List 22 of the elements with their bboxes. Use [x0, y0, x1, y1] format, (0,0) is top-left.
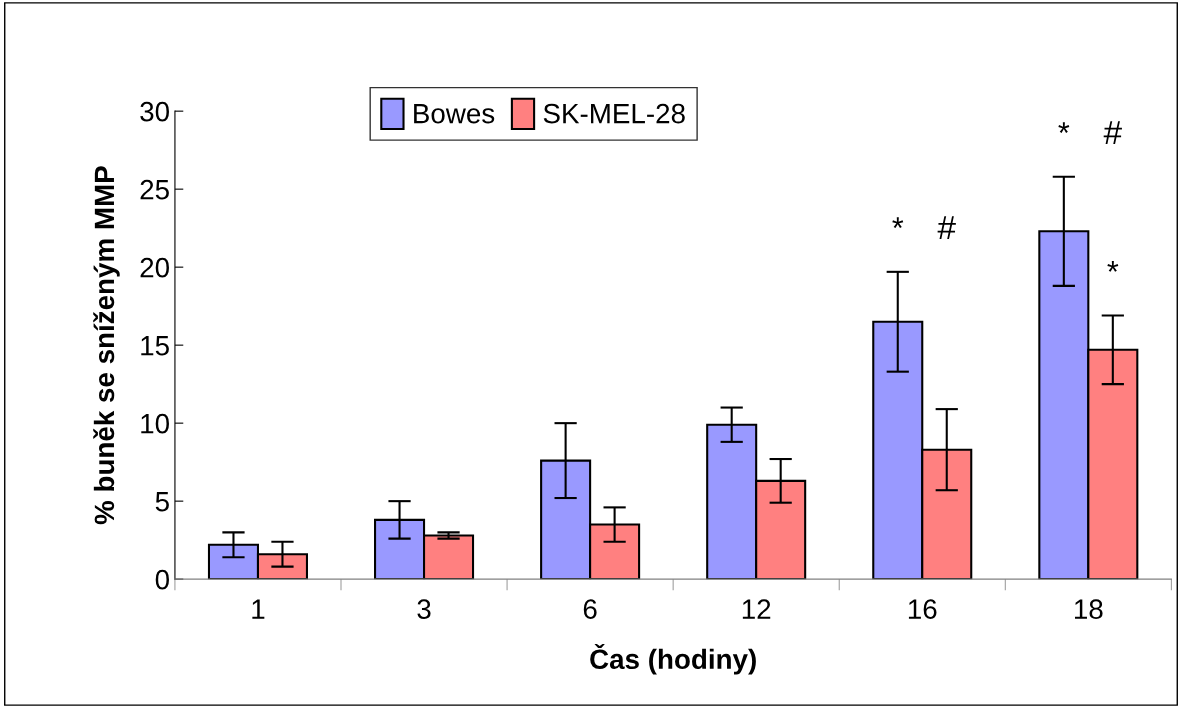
annotation: * [1107, 261, 1119, 272]
x-tick-label: 3 [417, 599, 431, 619]
x-tick-label: 16 [908, 599, 937, 619]
y-tick-label: 25 [140, 179, 169, 200]
y-axis-title: % buněk se sníženým MMP [93, 166, 120, 525]
x-tick-label: 18 [1075, 599, 1103, 619]
annotation: # [1103, 121, 1122, 144]
y-tick-label: 5 [155, 492, 169, 512]
annotation: # [937, 216, 956, 240]
y-tick-label: 10 [141, 413, 169, 434]
y-tick-label: 30 [140, 101, 169, 122]
x-tick-label: 12 [742, 599, 771, 619]
legend-label: SK-MEL-28 [543, 103, 685, 124]
x-tick-label: 6 [583, 599, 597, 619]
annotation: * [892, 217, 904, 229]
y-tick-label: 20 [140, 257, 169, 278]
x-axis-title: Čas (hodiny) [590, 643, 756, 675]
annotation: * [1058, 122, 1070, 133]
x-tick-label: 1 [252, 599, 265, 619]
y-tick-label: 15 [141, 336, 169, 356]
legend-label: Bowes [414, 104, 495, 124]
y-tick-label: 0 [155, 569, 169, 590]
